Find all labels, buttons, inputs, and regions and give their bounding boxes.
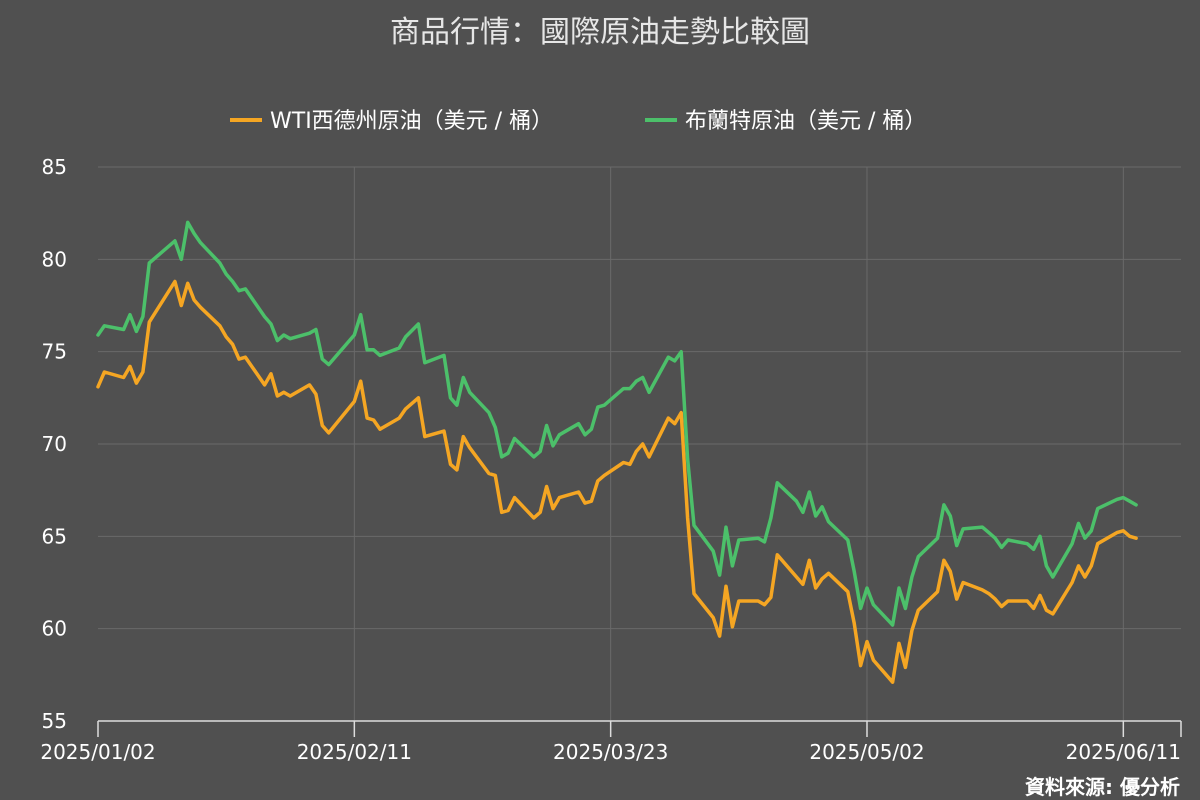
chart-title: 商品行情：國際原油走勢比較圖 <box>390 15 810 50</box>
series-line-brent <box>96 220 1138 627</box>
y-axis-ticks: 55 60 65 70 75 80 85 <box>42 155 67 733</box>
gridlines <box>98 166 1181 721</box>
x-tick-label: 2025/01/02 <box>40 740 155 764</box>
series-line-wti <box>96 279 1138 684</box>
x-tick-label: 2025/03/23 <box>553 740 668 764</box>
y-tick-label: 80 <box>42 247 67 271</box>
y-tick-label: 85 <box>42 155 67 179</box>
y-tick-label: 65 <box>42 524 67 548</box>
legend: WTI西德州原油（美元 / 桶） 布蘭特原油（美元 / 桶） <box>230 109 926 134</box>
y-tick-label: 60 <box>42 617 67 641</box>
x-tick-label: 2025/05/02 <box>809 740 924 764</box>
y-tick-label: 75 <box>42 340 67 364</box>
y-tick-label: 55 <box>42 709 67 733</box>
x-tick-label: 2025/06/11 <box>1066 740 1181 764</box>
legend-label-brent: 布蘭特原油（美元 / 桶） <box>685 109 926 134</box>
series-lines <box>96 220 1138 684</box>
legend-label-wti: WTI西德州原油（美元 / 桶） <box>270 109 553 134</box>
x-axis-ticks: 2025/01/02 2025/02/11 2025/03/23 2025/05/02… <box>40 720 1182 764</box>
x-tick-label: 2025/02/11 <box>297 740 412 764</box>
y-tick-label: 70 <box>42 432 67 456</box>
source-note: 資料來源: 優分析 <box>1025 775 1180 799</box>
